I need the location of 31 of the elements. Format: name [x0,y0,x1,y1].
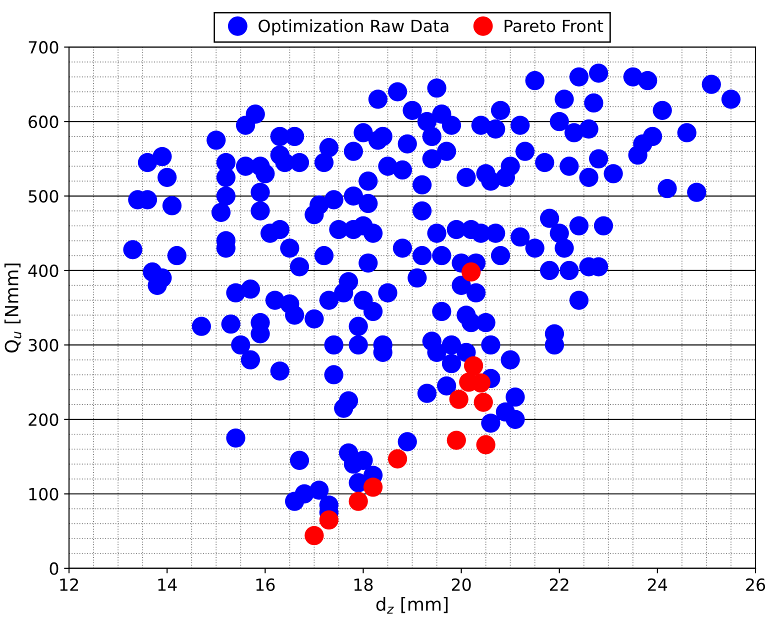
x-axis-title: d$_{z}$ [mm] [376,596,448,614]
x-tick-label: 16 [256,578,275,591]
point [474,392,493,412]
point [446,430,466,450]
point [363,478,383,497]
y-tick-label: 200 [28,413,58,426]
y-tick-label: 600 [28,116,58,128]
point [388,449,408,468]
y-tick-label: 300 [28,338,58,352]
y-axis-title: Q$_{u}$ [Nmm] [4,264,22,352]
y-tick-label: 0 [50,562,58,575]
point [464,356,484,376]
y-tick-label: 500 [28,190,58,203]
x-tick-label: 24 [648,578,668,591]
point [449,390,468,409]
legend-label: Pareto Front [504,20,604,32]
point [476,435,496,454]
x-tick-label: 20 [452,578,471,591]
x-tick-label: 18 [354,578,373,591]
y-tick-label: 400 [28,264,58,278]
point [348,492,368,511]
legend-label: Optimization Raw Data [258,19,448,36]
point [304,526,324,546]
point [319,510,338,530]
x-tick-label: 12 [60,578,78,591]
x-tick-label: 26 [746,578,766,591]
point [462,262,481,282]
y-tick-label: 700 [28,41,58,54]
x-tick-label: 14 [158,578,177,591]
x-tick-label: 22 [550,578,568,591]
y-tick-label: 100 [29,488,58,500]
